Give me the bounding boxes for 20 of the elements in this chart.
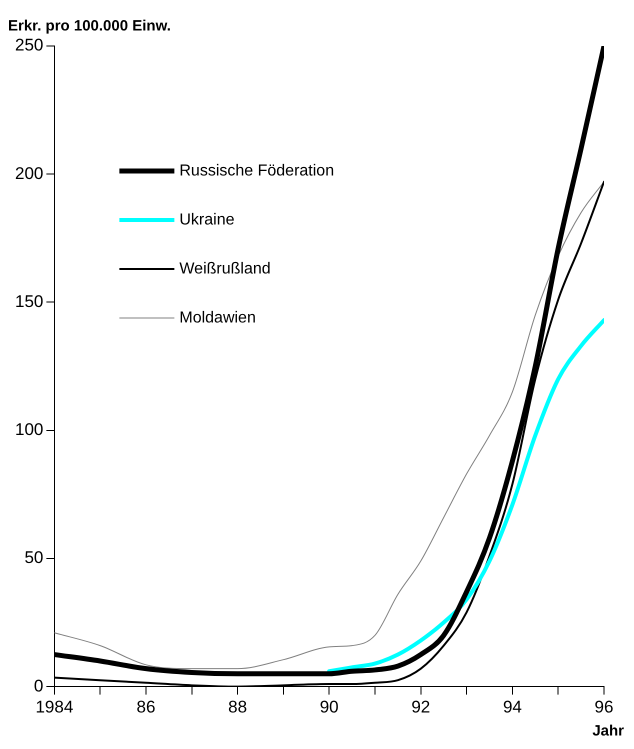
y-tick-label: 50 — [24, 548, 44, 568]
x-tick-label: 90 — [320, 697, 339, 716]
legend-label: Moldawien — [179, 309, 256, 326]
y-tick-label: 0 — [34, 676, 44, 696]
legend-label: Weißrußland — [179, 260, 271, 278]
x-tick-label: 86 — [136, 697, 156, 716]
x-tick-label: 92 — [411, 697, 430, 716]
x-tick-label: 94 — [502, 697, 522, 716]
x-tick-label: 96 — [594, 697, 614, 716]
x-axis-title: Jahr — [592, 722, 624, 740]
y-tick-label: 100 — [14, 420, 44, 440]
line-series — [327, 318, 604, 674]
x-tick-label: 1984 — [35, 697, 74, 716]
y-tick-label: 200 — [14, 164, 44, 183]
x-tick-label: 88 — [228, 697, 248, 716]
y-tick-label: 250 — [14, 36, 44, 55]
y-axis-title: Erkr. pro 100.000 Einw. — [8, 18, 171, 35]
legend-label: Ukraine — [179, 211, 235, 228]
y-tick-label: 150 — [14, 292, 44, 311]
legend-label: Russische Föderation — [179, 162, 334, 180]
